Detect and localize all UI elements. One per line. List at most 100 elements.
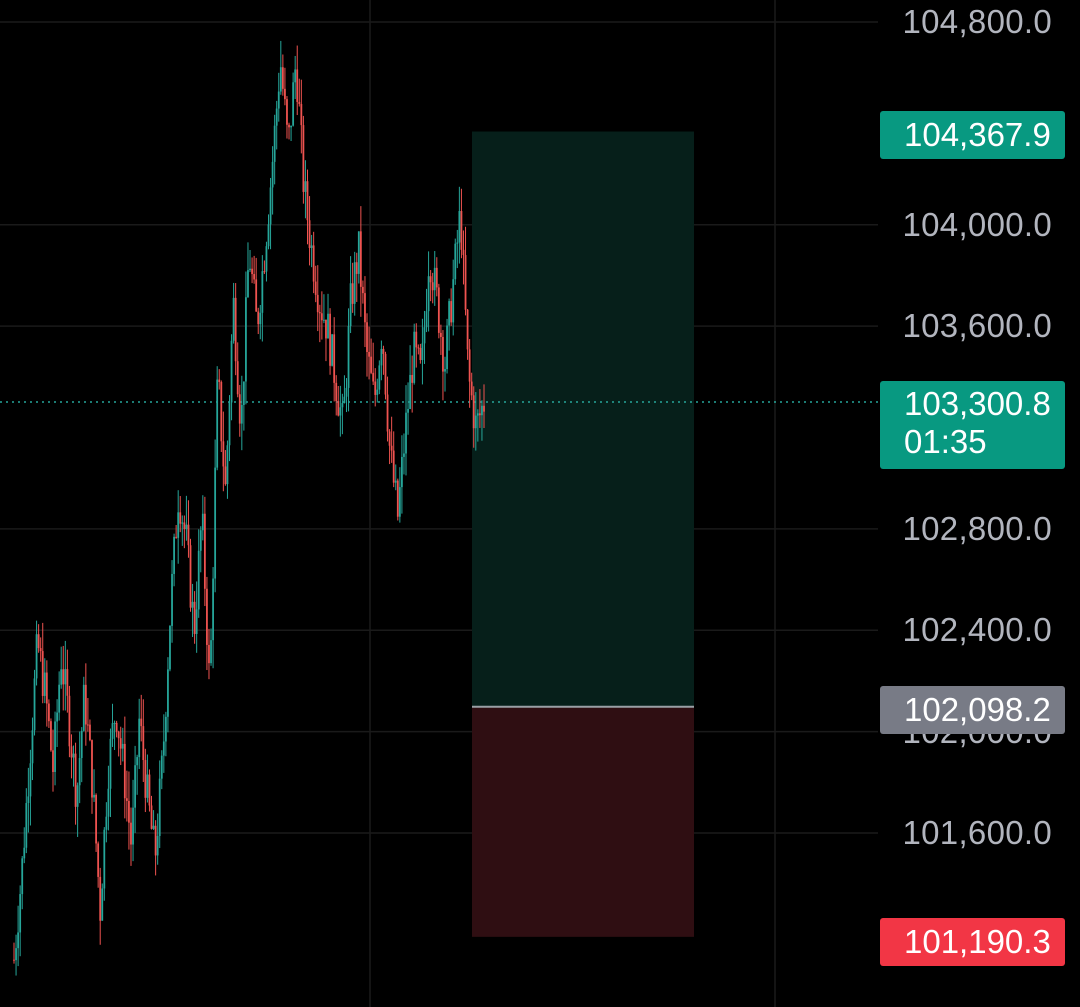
candle-body (189, 545, 192, 608)
candle-body (273, 125, 276, 162)
candle-body (357, 231, 360, 274)
candle-body (220, 382, 223, 442)
candle-body (271, 161, 274, 188)
candle-body (47, 703, 50, 722)
candle-body (466, 309, 469, 350)
candle-body (37, 634, 40, 649)
candle-body (140, 718, 143, 727)
candle-body (277, 91, 280, 109)
candle-body (91, 740, 93, 798)
stop-loss-price-tag[interactable]: 101,190.3 (880, 918, 1065, 966)
candle-body (345, 387, 348, 397)
candle-body (74, 753, 77, 807)
candle-body (444, 369, 446, 372)
candle-body (327, 313, 329, 339)
candle-body (394, 480, 397, 483)
candle-body (185, 524, 188, 530)
candle-body (41, 651, 44, 696)
candle-body (132, 807, 134, 845)
candle-body (210, 640, 212, 664)
candle-body (144, 760, 147, 798)
candle-body (329, 313, 331, 366)
grid-lines (0, 0, 878, 1007)
candle-body (407, 408, 409, 413)
loss-zone[interactable] (472, 706, 694, 937)
candle-body (43, 672, 46, 696)
candle-body (388, 431, 391, 446)
candle-body (339, 407, 342, 416)
candle-body (390, 445, 393, 451)
candle-body (162, 741, 165, 756)
candle-body (316, 294, 319, 313)
candle-body (68, 695, 71, 747)
candle-body (337, 401, 340, 416)
candle-body (175, 536, 178, 538)
candle-body (99, 876, 102, 921)
take-profit-price-tag[interactable]: 104,367.9 (880, 111, 1065, 159)
candle-body (353, 262, 356, 304)
candle-body (228, 402, 231, 446)
candle-body (417, 347, 420, 349)
candle-body (169, 625, 171, 670)
candle-body (17, 932, 20, 949)
candle-body (201, 513, 204, 531)
candle-body (103, 829, 106, 889)
candle-body (366, 322, 368, 352)
entry-price-tag[interactable]: 102,098.2 (880, 686, 1065, 734)
candle-body (275, 108, 278, 126)
candle-body (234, 297, 237, 362)
candle-body (259, 312, 262, 325)
candle-body (238, 394, 241, 424)
candle-body (448, 301, 451, 326)
candle-body (267, 224, 270, 247)
candle-body (13, 959, 15, 961)
price-axis-label: 103,600.0 (902, 307, 1052, 345)
candle-body (29, 763, 32, 797)
candle-body (138, 718, 141, 758)
candle-body (50, 721, 52, 751)
candle-body (478, 413, 481, 416)
candle-body (378, 365, 381, 390)
candle-body (119, 738, 122, 749)
candle-body (171, 573, 173, 626)
candle-body (483, 405, 485, 412)
candle-body (199, 530, 202, 551)
candle-body (208, 644, 210, 664)
candle-body (296, 69, 299, 102)
candle-body (376, 389, 379, 395)
candle-body (310, 245, 313, 248)
candle-body (222, 441, 225, 467)
candle-body (392, 450, 395, 483)
candle-body (454, 243, 457, 280)
candle-body (60, 669, 63, 685)
candle-body (107, 788, 110, 817)
candle-body (384, 353, 387, 395)
candle-body (224, 466, 227, 485)
candle-body (318, 312, 321, 314)
candle-body (405, 412, 407, 454)
candle-body (156, 836, 159, 856)
candle-body (70, 746, 73, 758)
candle-body (27, 796, 30, 804)
candle-body (468, 349, 471, 382)
candle-body (113, 722, 116, 724)
profit-zone[interactable] (472, 131, 694, 707)
candle-body (409, 374, 412, 409)
candle-body (31, 730, 34, 764)
candle-body (421, 343, 424, 361)
candle-body (442, 336, 444, 372)
candle-body (109, 738, 112, 789)
candle-body (54, 721, 56, 772)
candle-body (125, 798, 128, 801)
candle-body (323, 319, 325, 321)
candle-body (312, 245, 315, 282)
stop-loss-price: 101,190.3 (904, 923, 1051, 960)
candle-body (177, 512, 180, 538)
candle-body (368, 351, 370, 357)
candle-body (263, 271, 266, 273)
candle-body (181, 522, 184, 524)
candle-body (364, 293, 366, 323)
candle-body (130, 822, 132, 845)
candle-body (294, 69, 297, 83)
